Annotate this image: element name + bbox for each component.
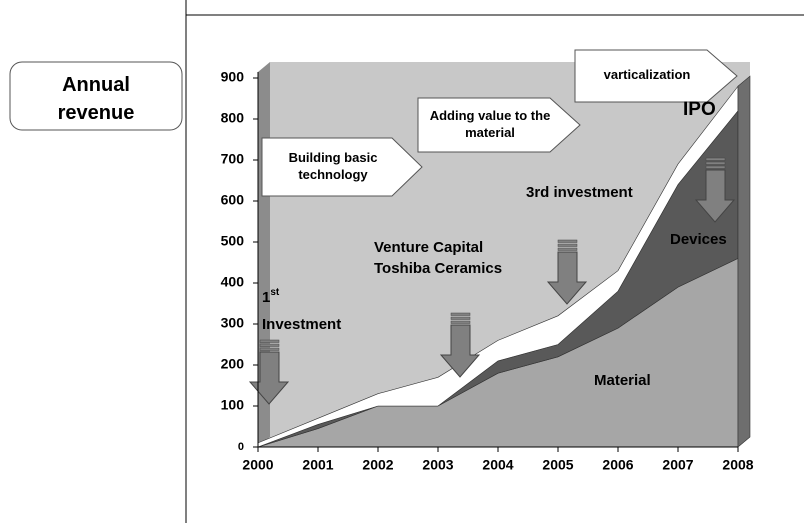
y-tick-label: 0 — [238, 441, 244, 453]
y-tick-label: 900 — [221, 69, 245, 85]
annotation-number: 1 — [262, 289, 270, 306]
phase-label: Building basic technology — [289, 150, 378, 182]
down-arrow — [546, 251, 588, 305]
phase-arrow — [261, 137, 423, 197]
y-tick-label: 400 — [221, 274, 245, 290]
x-tick-label: 2002 — [362, 457, 393, 473]
area-label: Devices — [670, 231, 727, 248]
arrow-stripe — [259, 343, 280, 347]
x-tick-label: 2001 — [302, 457, 333, 473]
label-line: Annual — [62, 74, 130, 96]
phase-line: Adding value to the — [430, 108, 551, 123]
phase-line: material — [465, 125, 515, 140]
phase-arrow — [574, 49, 738, 103]
annotation: 1st — [262, 287, 280, 306]
x-tick-label: 2005 — [542, 457, 573, 473]
area-label: Material — [594, 372, 651, 389]
arrow-stripe — [557, 243, 578, 247]
y-tick-label: 700 — [221, 151, 245, 167]
arrow-stripe — [557, 239, 578, 243]
y-tick-label: 100 — [221, 397, 245, 413]
label-line: revenue — [58, 102, 135, 124]
arrow-stripe — [705, 165, 726, 169]
x-tick-label: 2007 — [662, 457, 693, 473]
x-tick-label: 2006 — [602, 457, 633, 473]
y-tick-label: 800 — [221, 110, 245, 126]
annotation: Toshiba Ceramics — [374, 260, 502, 277]
arrow-stripe — [450, 320, 471, 324]
x-tick-label: 2004 — [482, 457, 513, 473]
phase-arrow — [417, 97, 581, 153]
y-tick-label: 300 — [221, 315, 245, 331]
y-tick-label: 600 — [221, 192, 245, 208]
down-arrow — [694, 169, 736, 223]
annotation-suffix: st — [270, 287, 280, 298]
annotation: Investment — [262, 316, 341, 333]
y-tick-label: 200 — [221, 356, 245, 372]
y-tick-label: 500 — [221, 233, 245, 249]
x-tick-label: 2003 — [422, 457, 453, 473]
arrow-stripe — [557, 247, 578, 251]
phase-line: technology — [298, 167, 368, 182]
side-face — [737, 75, 751, 448]
arrow-stripe — [705, 157, 726, 161]
annotation: IPO — [683, 99, 716, 120]
annotation: Venture Capital — [374, 239, 483, 256]
phase-label: varticalization — [604, 67, 691, 82]
arrow-stripe — [259, 339, 280, 343]
phase-line: Building basic — [289, 150, 378, 165]
chart-label: Annual revenue — [58, 74, 135, 124]
down-arrow — [439, 324, 481, 378]
arrow-stripe — [705, 161, 726, 165]
arrow-stripe — [450, 312, 471, 316]
phase-label: Adding value to the material — [430, 108, 551, 140]
arrow-stripe — [450, 316, 471, 320]
x-tick-label: 2000 — [242, 457, 273, 473]
phase-line: varticalization — [604, 67, 691, 82]
x-tick-label: 2008 — [722, 457, 753, 473]
label-box — [9, 61, 183, 131]
arrow-stripe — [259, 347, 280, 351]
annotation: 3rd investment — [526, 184, 633, 201]
